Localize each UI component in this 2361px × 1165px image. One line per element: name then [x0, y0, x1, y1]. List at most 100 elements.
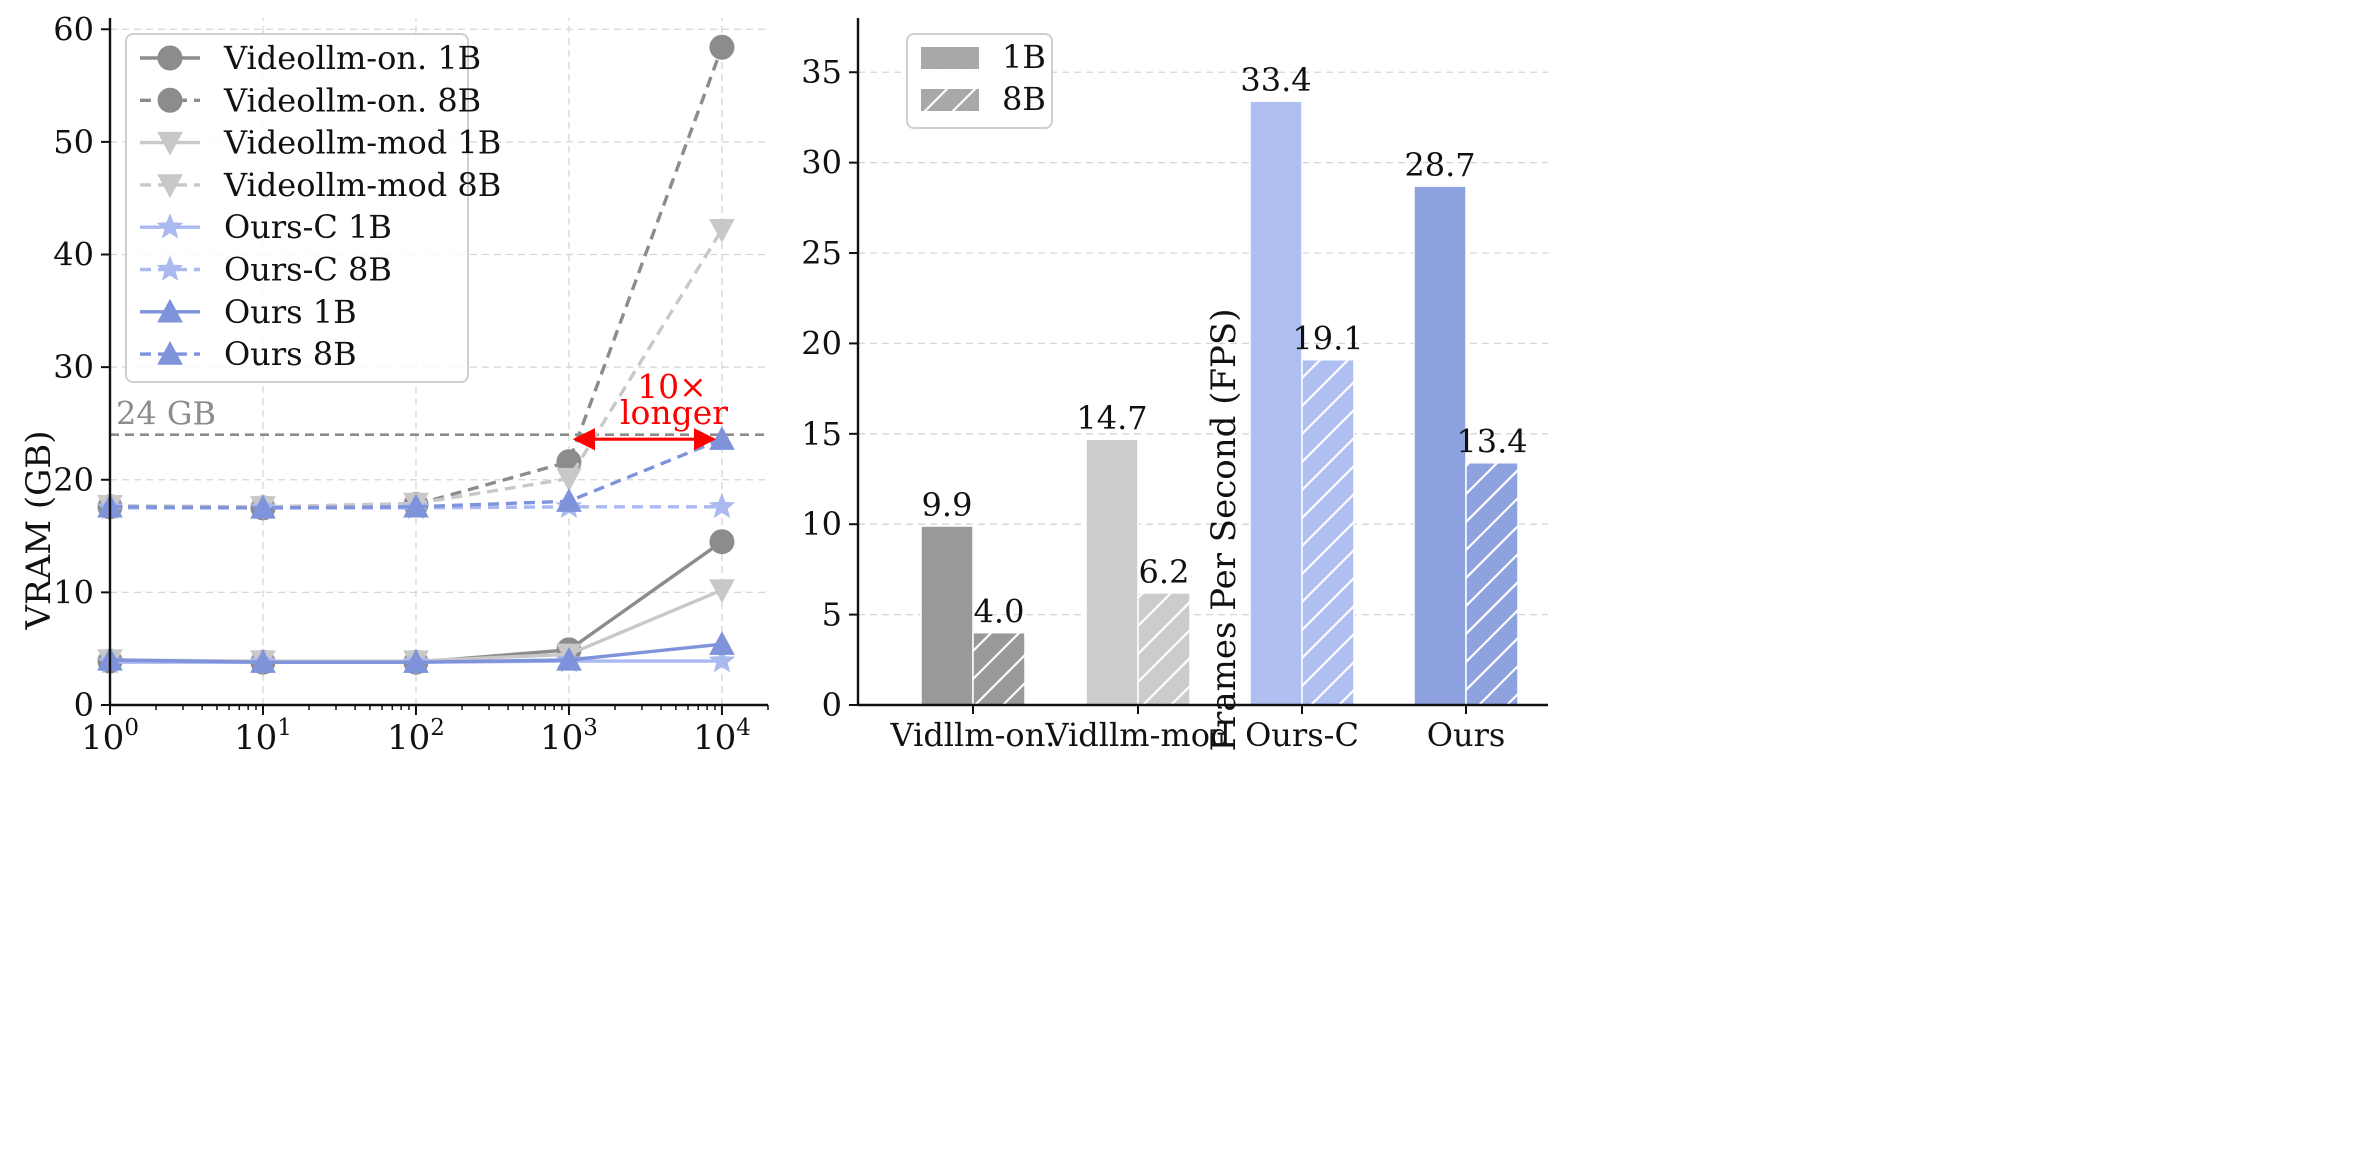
fps-bar-chart: 9.9 4.0 14.7 6.2 33.4 19.1 28.7 13.4 0 5 10 15 20 25… — [801, 18, 1548, 754]
fps-ytick-label-20: 20 — [801, 324, 842, 362]
vram-legend-label-ours-c-1b: Ours-C 1B — [224, 208, 392, 246]
reference-line-label: 24 GB — [116, 395, 216, 433]
bar-vidllm-on-1b — [920, 525, 974, 706]
vram-legend-entry-videollm-on-8b: Videollm-on. 8B — [140, 81, 481, 119]
vram-legend-marker-ours-c-8b — [156, 255, 184, 281]
bar-fill-ours-1b — [1413, 185, 1467, 706]
vram-legend-entry-ours-8b: Ours 8B — [140, 335, 357, 373]
bar-value-label-vidllm-on-8b: 4.0 — [974, 593, 1025, 631]
fps-ytick-label-35: 35 — [801, 53, 842, 91]
vram-legend-label-videollm-mod-1b: Videollm-mod 1B — [223, 124, 501, 162]
vram-line-chart: 24 GB 10×longer 0 10 20 30 40 50 60 100 101 102 10… — [19, 10, 769, 758]
series-point-ours-8b-2 — [403, 493, 429, 518]
fps-legend-hatch-8b — [921, 89, 979, 111]
series-point-videollm-mod-8b-4 — [709, 219, 735, 243]
bar-fill-ours-c-1b — [1249, 100, 1303, 706]
fps-ytick-label-0: 0 — [822, 686, 842, 724]
vram-legend-marker-ours-1b — [157, 298, 183, 323]
fps-legend-label-8b: 8B — [1002, 80, 1046, 118]
annotation-text-line1: 10× — [637, 367, 707, 406]
fps-legend-label-1b: 1B — [1002, 38, 1046, 76]
vram-legend-entry-ours-1b: Ours 1B — [140, 293, 357, 331]
vram-legend-label-ours-c-8b: Ours-C 8B — [224, 251, 392, 289]
vram-legend-marker-videollm-on-1b — [157, 45, 183, 71]
fps-legend-entry-8b: 8B — [921, 80, 1046, 118]
vram-axes: 0 10 20 30 40 50 60 100 101 102 103 104 — [53, 10, 769, 758]
annotation-text-line2: longer — [620, 393, 728, 432]
vram-legend-marker-ours-c-1b — [156, 213, 184, 239]
bar-hatch-ours-c-8b — [1302, 359, 1354, 705]
vram-xtick-label-2: 102 — [387, 715, 445, 758]
bar-value-label-vidllm-on-1b: 9.9 — [922, 486, 973, 524]
bar-ours-1b — [1413, 185, 1467, 706]
bar-value-label-ours-c-1b: 33.4 — [1240, 61, 1311, 99]
fps-xtick-label-vidllm-mod: Vidllm-mod — [1045, 716, 1231, 754]
series-point-ours-1b-1 — [250, 649, 276, 673]
vram-legend-label-ours-8b: Ours 8B — [224, 335, 357, 373]
vram-legend-entry-ours-c-1b: Ours-C 1B — [140, 208, 392, 246]
series-ours-1b — [97, 631, 735, 673]
vram-legend-label-ours-1b: Ours 1B — [224, 293, 357, 331]
bar-value-label-ours-8b: 13.4 — [1456, 423, 1527, 461]
vram-legend-marker-videollm-mod-8b — [157, 174, 183, 198]
bar-ours-8b — [1465, 461, 1519, 706]
vram-ytick-label-10: 10 — [53, 573, 94, 611]
fps-ytick-label-15: 15 — [801, 415, 842, 453]
bar-value-label-vidllm-mod-8b: 6.2 — [1139, 553, 1190, 591]
bar-hatch-vidllm-mod-8b — [1138, 592, 1190, 705]
vram-legend: Videollm-on. 1B Videollm-on. 8B Videollm-m… — [125, 33, 501, 383]
vram-legend-entry-videollm-mod-8b: Videollm-mod 8B — [140, 166, 501, 204]
bar-vidllm-on-8b — [972, 631, 1026, 706]
bar-fill-vidllm-on-1b — [920, 525, 974, 706]
series-point-ours-1b-3 — [556, 646, 582, 671]
series-point-videollm-on-8b-4 — [709, 34, 735, 60]
series-point-videollm-on-1b-4 — [709, 529, 735, 555]
fps-ytick-label-10: 10 — [801, 505, 842, 543]
vram-legend-marker-videollm-mod-1b — [157, 131, 183, 156]
vram-legend-entry-ours-c-8b: Ours-C 8B — [140, 251, 392, 289]
bar-value-label-ours-c-8b: 19.1 — [1292, 320, 1363, 358]
bar-vidllm-mod-1b — [1085, 438, 1139, 706]
series-point-videollm-mod-1b-4 — [709, 579, 735, 604]
fps-legend-entry-1b: 1B — [921, 38, 1046, 76]
series-point-ours-8b-3 — [556, 488, 582, 512]
vram-ytick-label-20: 20 — [53, 461, 94, 499]
bar-ours-c-1b — [1249, 100, 1303, 706]
longer-annotation: 10×longer — [572, 367, 728, 451]
vram-ytick-label-40: 40 — [53, 236, 94, 274]
vram-legend-label-videollm-on-1b: Videollm-on. 1B — [223, 39, 481, 77]
series-point-ours-8b-1 — [250, 494, 276, 519]
vram-xtick-label-0: 100 — [81, 715, 139, 758]
series-point-ours-c-8b-4 — [708, 492, 736, 519]
vram-legend-marker-videollm-on-8b — [157, 87, 183, 113]
fps-xtick-label-ours: Ours — [1427, 716, 1506, 754]
vram-ytick-label-30: 30 — [53, 348, 94, 386]
series-point-ours-1b-4 — [709, 631, 735, 655]
vram-legend-entry-videollm-on-1b: Videollm-on. 1B — [140, 39, 481, 77]
fps-ytick-label-25: 25 — [801, 234, 842, 272]
vram-legend-label-videollm-on-8b: Videollm-on. 8B — [223, 81, 481, 119]
fps-ytick-label-5: 5 — [822, 596, 842, 634]
fps-xtick-label-vidllm-on: Vidllm-on. — [890, 716, 1056, 754]
bar-vidllm-mod-8b — [1137, 592, 1191, 706]
bar-hatch-ours-8b — [1466, 462, 1518, 705]
vram-xtick-label-1: 101 — [234, 715, 292, 758]
fps-xtick-label-ours-c: Ours-C — [1245, 716, 1359, 754]
fps-y-axis-label: Frames Per Second (FPS) — [1204, 309, 1244, 752]
vram-legend-entry-videollm-mod-1b: Videollm-mod 1B — [140, 124, 501, 162]
vram-y-axis-label: VRAM (GB) — [19, 430, 59, 630]
fps-axes: 0 5 10 15 20 25 30 35 Vidllm-on.Vidllm-mod Ours-C… — [801, 18, 1548, 754]
vram-xtick-label-3: 103 — [540, 715, 598, 758]
vram-ytick-label-60: 60 — [53, 10, 94, 48]
vram-legend-label-videollm-mod-8b: Videollm-mod 8B — [223, 166, 501, 204]
bar-value-label-ours-1b: 28.7 — [1404, 146, 1475, 184]
series-ours-8b — [97, 426, 735, 519]
vram-ytick-label-50: 50 — [53, 123, 94, 161]
fps-bars-group: 9.9 4.0 14.7 6.2 33.4 19.1 28.7 13.4 — [920, 61, 1528, 706]
vram-ytick-label-0: 0 — [74, 686, 94, 724]
vram-xtick-label-4: 104 — [693, 715, 751, 758]
series-point-ours-1b-2 — [403, 649, 429, 673]
